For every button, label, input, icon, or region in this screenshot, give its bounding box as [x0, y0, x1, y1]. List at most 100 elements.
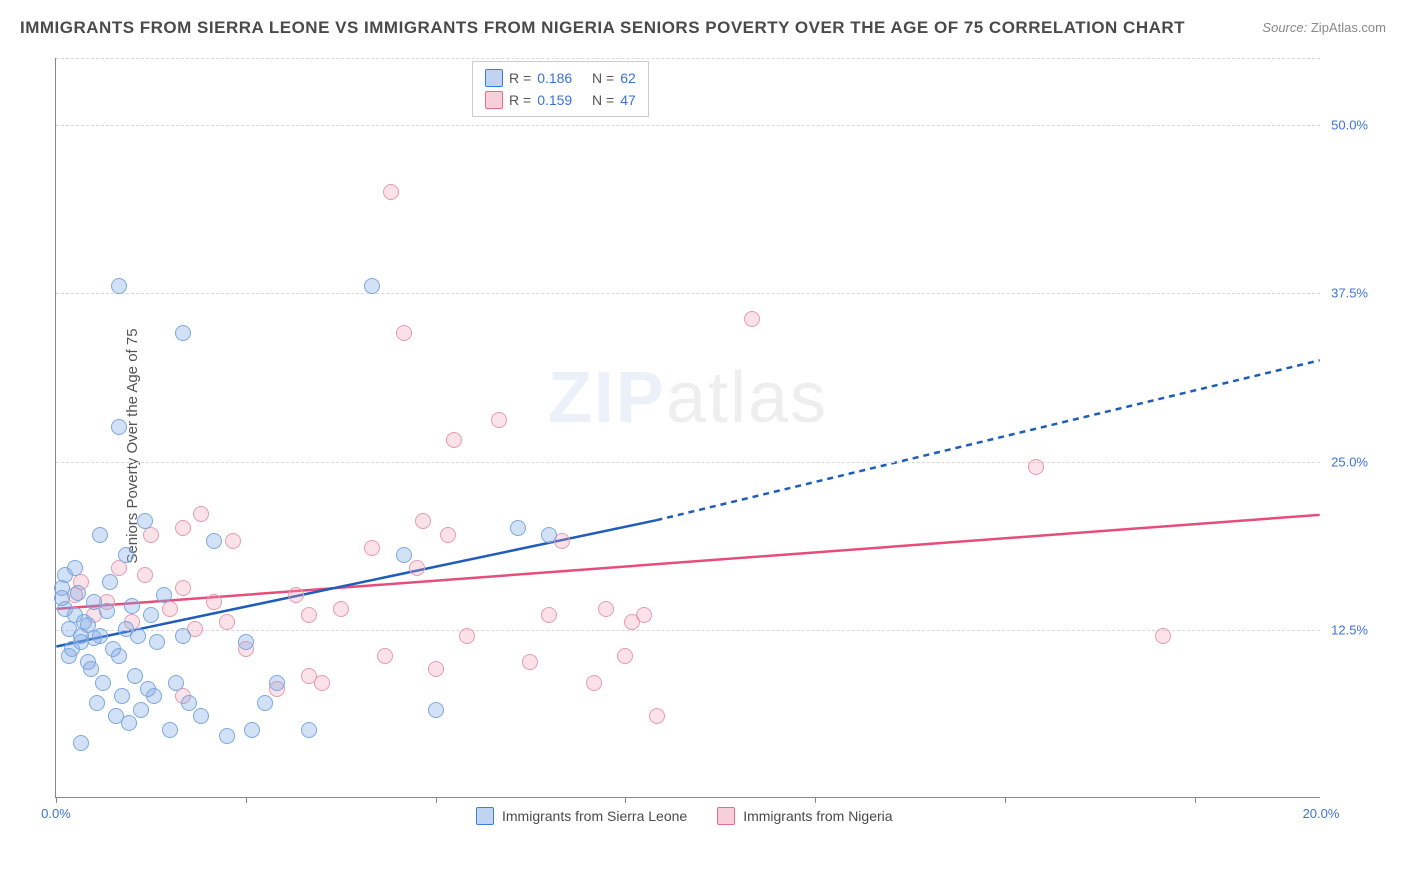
data-point	[440, 527, 456, 543]
legend-item-label: Immigrants from Sierra Leone	[502, 808, 687, 824]
r-value-pink: 0.159	[537, 89, 572, 111]
x-tick	[1195, 797, 1196, 803]
data-point	[67, 560, 83, 576]
data-point	[257, 695, 273, 711]
data-point	[111, 648, 127, 664]
data-point	[744, 311, 760, 327]
data-point	[130, 628, 146, 644]
data-point	[522, 654, 538, 670]
data-point	[225, 533, 241, 549]
data-point	[396, 547, 412, 563]
gridline	[56, 125, 1320, 126]
data-point	[415, 513, 431, 529]
data-point	[92, 527, 108, 543]
data-point	[133, 702, 149, 718]
data-point	[269, 675, 285, 691]
data-point	[127, 668, 143, 684]
swatch-pink-icon	[485, 91, 503, 109]
data-point	[383, 184, 399, 200]
data-point	[288, 587, 304, 603]
data-point	[193, 506, 209, 522]
data-point	[1155, 628, 1171, 644]
data-point	[149, 634, 165, 650]
chart-area: ZIPatlas R = 0.186 N = 62 R = 0.159	[55, 58, 1370, 828]
data-point	[301, 607, 317, 623]
data-point	[586, 675, 602, 691]
data-point	[396, 325, 412, 341]
data-point	[124, 598, 140, 614]
legend-stats-row: R = 0.159 N = 47	[485, 89, 636, 111]
r-label: R =	[509, 89, 531, 111]
y-tick-label: 12.5%	[1331, 622, 1368, 637]
data-point	[459, 628, 475, 644]
data-point	[301, 722, 317, 738]
data-point	[175, 325, 191, 341]
n-label: N =	[592, 89, 614, 111]
data-point	[111, 419, 127, 435]
legend-stats: R = 0.186 N = 62 R = 0.159 N = 47	[472, 61, 649, 117]
data-point	[1028, 459, 1044, 475]
data-point	[491, 412, 507, 428]
gridline	[56, 293, 1320, 294]
data-point	[70, 585, 86, 601]
data-point	[162, 722, 178, 738]
trendlines	[56, 58, 1320, 797]
legend-item: Immigrants from Sierra Leone	[476, 807, 687, 825]
data-point	[219, 728, 235, 744]
data-point	[175, 580, 191, 596]
data-point	[364, 540, 380, 556]
legend-item-label: Immigrants from Nigeria	[743, 808, 892, 824]
source-label: Source:	[1262, 20, 1307, 35]
n-label: N =	[592, 67, 614, 89]
swatch-blue-icon	[485, 69, 503, 87]
data-point	[95, 675, 111, 691]
data-point	[118, 547, 134, 563]
source-name: ZipAtlas.com	[1311, 20, 1386, 35]
legend-stats-row: R = 0.186 N = 62	[485, 67, 636, 89]
data-point	[446, 432, 462, 448]
data-point	[156, 587, 172, 603]
data-point	[206, 533, 222, 549]
x-tick-label: 0.0%	[41, 806, 71, 821]
watermark-bold: ZIP	[548, 358, 666, 438]
data-point	[99, 603, 115, 619]
data-point	[92, 628, 108, 644]
data-point	[541, 607, 557, 623]
r-value-blue: 0.186	[537, 67, 572, 89]
data-point	[175, 520, 191, 536]
data-point	[409, 560, 425, 576]
data-point	[137, 513, 153, 529]
legend-series: Immigrants from Sierra Leone Immigrants …	[476, 807, 893, 825]
x-tick	[625, 797, 626, 803]
watermark: ZIPatlas	[548, 357, 828, 439]
x-tick	[1005, 797, 1006, 803]
data-point	[219, 614, 235, 630]
data-point	[102, 574, 118, 590]
data-point	[333, 601, 349, 617]
data-point	[83, 661, 99, 677]
data-point	[137, 567, 153, 583]
data-point	[649, 708, 665, 724]
y-tick-label: 50.0%	[1331, 118, 1368, 133]
legend-item: Immigrants from Nigeria	[717, 807, 892, 825]
gridline	[56, 630, 1320, 631]
data-point	[143, 607, 159, 623]
data-point	[168, 675, 184, 691]
r-label: R =	[509, 67, 531, 89]
n-value-pink: 47	[620, 89, 636, 111]
n-value-blue: 62	[620, 67, 636, 89]
data-point	[314, 675, 330, 691]
data-point	[89, 695, 105, 711]
data-point	[111, 278, 127, 294]
y-tick-label: 37.5%	[1331, 286, 1368, 301]
data-point	[175, 628, 191, 644]
chart-title: IMMIGRANTS FROM SIERRA LEONE VS IMMIGRAN…	[20, 18, 1185, 38]
data-point	[617, 648, 633, 664]
x-tick	[815, 797, 816, 803]
plot-area: ZIPatlas R = 0.186 N = 62 R = 0.159	[55, 58, 1320, 798]
y-tick-label: 25.0%	[1331, 454, 1368, 469]
swatch-pink-icon	[717, 807, 735, 825]
x-tick-label: 20.0%	[1303, 806, 1340, 821]
data-point	[636, 607, 652, 623]
gridline	[56, 462, 1320, 463]
